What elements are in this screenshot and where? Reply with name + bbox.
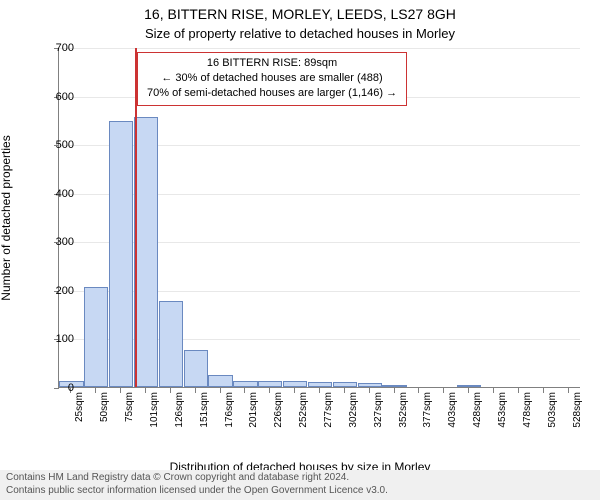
x-tick-mark <box>145 388 146 393</box>
y-tick-label: 300 <box>34 236 74 248</box>
x-tick-mark <box>220 388 221 393</box>
x-tick-mark <box>294 388 295 393</box>
histogram-bar <box>109 121 133 387</box>
x-tick-label: 528sqm <box>572 392 583 428</box>
histogram-bar <box>358 383 382 387</box>
x-tick-label: 101sqm <box>149 392 160 428</box>
histogram-bar <box>84 287 108 387</box>
chart-title-main: 16, BITTERN RISE, MORLEY, LEEDS, LS27 8G… <box>0 6 600 22</box>
x-tick-label: 428sqm <box>472 392 483 428</box>
x-tick-mark <box>120 388 121 393</box>
y-tick-label: 0 <box>34 382 74 394</box>
plot-area: 16 BITTERN RISE: 89sqm← 30% of detached … <box>58 48 580 388</box>
histogram-bar <box>308 382 332 387</box>
x-tick-label: 327sqm <box>373 392 384 428</box>
chart-container: 16, BITTERN RISE, MORLEY, LEEDS, LS27 8G… <box>0 0 600 500</box>
histogram-bar <box>258 381 282 387</box>
histogram-bar <box>208 375 232 387</box>
x-tick-mark <box>468 388 469 393</box>
footer-line-1: Contains HM Land Registry data © Crown c… <box>6 472 594 485</box>
x-tick-mark <box>418 388 419 393</box>
x-tick-mark <box>269 388 270 393</box>
histogram-bar <box>457 385 481 387</box>
histogram-bar <box>283 381 307 387</box>
x-tick-mark <box>344 388 345 393</box>
x-tick-label: 25sqm <box>74 392 85 422</box>
x-tick-mark <box>493 388 494 393</box>
x-tick-mark <box>319 388 320 393</box>
y-tick-label: 100 <box>34 333 74 345</box>
y-tick-label: 500 <box>34 139 74 151</box>
y-tick-label: 200 <box>34 285 74 297</box>
x-tick-mark <box>518 388 519 393</box>
histogram-bar <box>184 350 208 387</box>
x-tick-mark <box>195 388 196 393</box>
x-tick-label: 252sqm <box>298 392 309 428</box>
x-tick-label: 403sqm <box>447 392 458 428</box>
annotation-box: 16 BITTERN RISE: 89sqm← 30% of detached … <box>137 52 407 106</box>
x-tick-mark <box>568 388 569 393</box>
x-tick-mark <box>244 388 245 393</box>
x-tick-label: 201sqm <box>248 392 259 428</box>
histogram-bar <box>233 381 257 387</box>
x-tick-label: 226sqm <box>273 392 284 428</box>
x-tick-mark <box>394 388 395 393</box>
histogram-bar <box>159 301 183 387</box>
x-tick-mark <box>443 388 444 393</box>
x-tick-label: 377sqm <box>422 392 433 428</box>
x-tick-label: 503sqm <box>547 392 558 428</box>
histogram-bar <box>134 117 158 387</box>
annotation-line: 16 BITTERN RISE: 89sqm <box>147 56 397 71</box>
x-tick-mark <box>170 388 171 393</box>
x-tick-label: 478sqm <box>522 392 533 428</box>
annotation-line: ← 30% of detached houses are smaller (48… <box>147 71 397 86</box>
x-tick-label: 50sqm <box>99 392 110 422</box>
histogram-bar <box>382 385 406 387</box>
footer-line-2: Contains public sector information licen… <box>6 485 594 498</box>
annotation-line: 70% of semi-detached houses are larger (… <box>147 86 397 101</box>
histogram-bar <box>333 382 357 387</box>
x-tick-label: 352sqm <box>398 392 409 428</box>
gridline-h <box>59 48 580 49</box>
chart-title-sub: Size of property relative to detached ho… <box>0 26 600 41</box>
x-tick-label: 302sqm <box>348 392 359 428</box>
x-tick-label: 176sqm <box>224 392 235 428</box>
x-tick-mark <box>369 388 370 393</box>
x-tick-label: 75sqm <box>124 392 135 422</box>
y-tick-label: 400 <box>34 188 74 200</box>
y-tick-label: 600 <box>34 91 74 103</box>
y-tick-label: 700 <box>34 42 74 54</box>
x-tick-label: 277sqm <box>323 392 334 428</box>
x-tick-label: 126sqm <box>174 392 185 428</box>
y-axis-label: Number of detached properties <box>0 135 13 300</box>
x-tick-label: 453sqm <box>497 392 508 428</box>
attribution-footer: Contains HM Land Registry data © Crown c… <box>0 470 600 500</box>
x-tick-label: 151sqm <box>199 392 210 428</box>
x-tick-mark <box>95 388 96 393</box>
x-tick-mark <box>543 388 544 393</box>
